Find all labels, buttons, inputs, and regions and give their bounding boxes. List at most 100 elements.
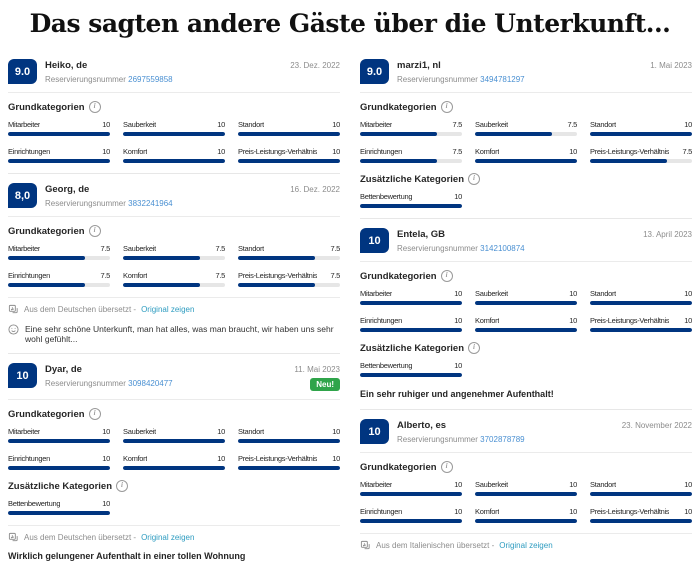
rating-bar-fill <box>123 256 200 260</box>
category-label: Preis-Leistungs-Verhältnis <box>238 147 318 156</box>
category-label: Preis-Leistungs-Verhältnis <box>590 507 670 516</box>
reviews-column-left: 9.0 Heiko, de Reservierungsnummer 26975598… <box>8 50 340 571</box>
category-item: Einrichtungen 10 <box>8 147 110 163</box>
rating-bar-fill <box>360 301 462 305</box>
category-value: 10 <box>217 454 225 463</box>
info-icon[interactable]: i <box>468 173 480 185</box>
rating-bar-fill <box>590 132 692 136</box>
info-icon[interactable]: i <box>468 342 480 354</box>
category-section-title: Grundkategorien i <box>8 101 340 113</box>
show-original-link[interactable]: Original zeigen <box>141 305 195 314</box>
reservation-number-link[interactable]: 3142100874 <box>480 244 525 253</box>
category-section-title: Zusätzliche Kategorien i <box>8 480 340 492</box>
header-divider <box>360 92 692 93</box>
category-section-title: Grundkategorien i <box>8 408 340 420</box>
category-grid: Mitarbeiter 10 Sauberkeit 10 Standort 10 Einri… <box>8 120 340 163</box>
review-date: 11. Mai 2023 <box>294 365 340 374</box>
category-item-top: Sauberkeit 7.5 <box>123 244 225 253</box>
reservation-line: Reservierungsnummer 3098420477 <box>45 379 294 388</box>
category-item-top: Standort 10 <box>590 289 692 298</box>
category-item: Mitarbeiter 7.5 <box>8 244 110 260</box>
category-item: Standort 10 <box>590 480 692 496</box>
category-label: Bettenbewertung <box>8 499 61 508</box>
category-label: Mitarbeiter <box>360 480 393 489</box>
score-badge: 9.0 <box>8 59 37 84</box>
category-grid: Bettenbewertung 10 <box>360 192 692 208</box>
category-item-top: Bettenbewertung 10 <box>360 192 462 201</box>
review-card-header: 10 Alberto, es Reservierungsnummer 3702878… <box>360 410 692 452</box>
category-value: 10 <box>102 454 110 463</box>
rating-bar-fill <box>238 132 340 136</box>
category-label: Einrichtungen <box>360 316 402 325</box>
review-date-wrap: 16. Dez. 2022 <box>290 183 340 194</box>
rating-bar-track <box>360 492 462 496</box>
category-section-title: Grundkategorien i <box>8 225 340 237</box>
guest-name: Alberto, es <box>397 420 447 431</box>
guest-name: Entela, GB <box>397 229 446 240</box>
category-value: 7.5 <box>330 271 340 280</box>
reservation-line: Reservierungsnummer 3702878789 <box>397 435 622 444</box>
category-label: Komfort <box>475 147 500 156</box>
category-item: Mitarbeiter 10 <box>360 480 462 496</box>
page-title: Das sagten andere Gäste über die Unterku… <box>29 9 671 38</box>
reservation-number-link[interactable]: 2697559858 <box>128 75 173 84</box>
section-title-text: Grundkategorien <box>360 101 437 113</box>
info-icon[interactable]: i <box>116 480 128 492</box>
reservation-number-link[interactable]: 3832241964 <box>128 199 173 208</box>
category-value: 10 <box>102 120 110 129</box>
category-item-top: Komfort 10 <box>475 147 577 156</box>
info-icon[interactable]: i <box>88 408 101 420</box>
rating-bar-fill <box>238 159 340 163</box>
category-value: 7.5 <box>567 120 577 129</box>
category-value: 10 <box>569 480 577 489</box>
rating-bar-track <box>8 256 110 260</box>
category-item-top: Standort 10 <box>590 480 692 489</box>
show-original-link[interactable]: Original zeigen <box>141 533 195 542</box>
info-icon[interactable]: i <box>440 461 453 473</box>
info-icon[interactable]: i <box>88 101 101 113</box>
category-label: Bettenbewertung <box>360 361 413 370</box>
info-icon[interactable]: i <box>440 101 453 113</box>
reservation-number-link[interactable]: 3494781297 <box>480 75 525 84</box>
review-card-header: 9.0 marzi1, nl Reservierungsnummer 3494781… <box>360 50 692 92</box>
category-value: 7.5 <box>452 120 462 129</box>
category-label: Standort <box>238 427 264 436</box>
category-grid: Mitarbeiter 10 Sauberkeit 10 Standort 10 Einri… <box>8 427 340 470</box>
category-value: 7.5 <box>215 244 225 253</box>
section-title-text: Grundkategorien <box>8 408 85 420</box>
category-label: Bettenbewertung <box>360 192 413 201</box>
category-value: 10 <box>454 192 462 201</box>
category-grid: Mitarbeiter 10 Sauberkeit 10 Standort 10 Einri… <box>360 480 692 523</box>
info-icon[interactable]: i <box>88 225 101 237</box>
reservation-number-link[interactable]: 3702878789 <box>480 435 525 444</box>
review-date-wrap: 11. Mai 2023 Neu! <box>294 363 340 391</box>
rating-bar-fill <box>238 283 315 287</box>
translate-icon <box>360 540 371 551</box>
rating-bar-track <box>123 159 225 163</box>
guest-name: Dyar, de <box>45 364 82 375</box>
category-value: 10 <box>569 507 577 516</box>
reservation-line: Reservierungsnummer 3494781297 <box>397 75 650 84</box>
section-title-text: Grundkategorien <box>360 461 437 473</box>
section-title-text: Grundkategorien <box>8 225 85 237</box>
category-item-top: Mitarbeiter 10 <box>360 289 462 298</box>
reviews-column-right: 9.0 marzi1, nl Reservierungsnummer 3494781… <box>360 50 692 571</box>
category-item-top: Mitarbeiter 10 <box>8 120 110 129</box>
rating-bar-fill <box>123 466 225 470</box>
rating-bar-track <box>475 519 577 523</box>
guest-info: marzi1, nl Reservierungsnummer 3494781297 <box>397 59 650 84</box>
category-section-title: Zusätzliche Kategorien i <box>360 342 692 354</box>
review-date: 16. Dez. 2022 <box>290 185 340 194</box>
category-value: 10 <box>684 289 692 298</box>
header-divider <box>8 399 340 400</box>
show-original-link[interactable]: Original zeigen <box>499 541 553 550</box>
category-section-title: Grundkategorien i <box>360 461 692 473</box>
category-label: Komfort <box>123 147 148 156</box>
category-value: 7.5 <box>682 147 692 156</box>
reservation-number-link[interactable]: 3098420477 <box>128 379 173 388</box>
rating-bar-track <box>238 283 340 287</box>
rating-bar-fill <box>238 439 340 443</box>
info-icon[interactable]: i <box>440 270 453 282</box>
rating-bar-track <box>360 132 462 136</box>
category-item: Komfort 10 <box>475 507 577 523</box>
